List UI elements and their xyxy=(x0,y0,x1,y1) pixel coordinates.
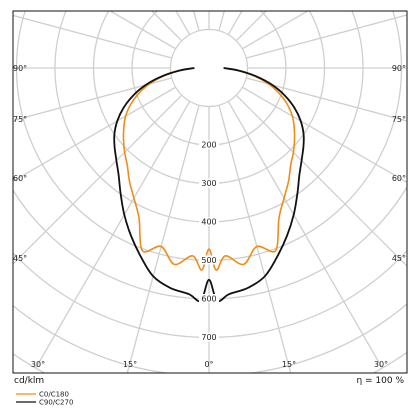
legend-label-c0: C0/C180 xyxy=(39,391,69,399)
angle-label-bottom: 15° xyxy=(123,360,137,369)
radial-label-bg xyxy=(199,255,219,265)
grid-spoke xyxy=(13,14,172,59)
angle-label-bottom: 30° xyxy=(31,360,45,369)
grid-spoke xyxy=(246,14,407,59)
efficiency-label: η = 100 % xyxy=(356,376,404,386)
grid-ring xyxy=(13,185,407,300)
grid-spoke xyxy=(218,11,225,31)
radial-label-bg xyxy=(199,140,219,149)
angle-label-right: 60° xyxy=(392,174,406,183)
plot-frame xyxy=(12,10,408,374)
radial-label-bg xyxy=(199,217,219,226)
grid-spoke xyxy=(193,11,200,31)
angle-label-bottom: 15° xyxy=(282,360,296,369)
radial-tick-label: 200 xyxy=(201,141,216,150)
angle-label-left: 60° xyxy=(13,174,27,183)
angle-label-bottom: 30° xyxy=(374,360,388,369)
grid-spoke xyxy=(126,105,200,373)
angle-tick-labels: 90° 90° 75° 75° 60° 60° 45° 45° 30° 15° 0° 15° 30° xyxy=(13,64,406,369)
unit-label: cd/klm xyxy=(14,376,44,386)
radial-label-bg xyxy=(199,178,219,188)
legend-label-c90: C90/C270 xyxy=(39,399,73,407)
angle-label-right: 75° xyxy=(392,115,406,124)
radial-tick-label: 600 xyxy=(201,295,216,304)
grid-ring xyxy=(13,249,407,339)
radial-tick-labels: 200 300 400 500 600 700 xyxy=(199,140,219,342)
grid-spoke xyxy=(235,11,267,42)
radial-label-bg xyxy=(199,332,219,342)
radial-tick-label: 300 xyxy=(201,179,216,188)
angle-label-left: 75° xyxy=(13,115,27,124)
grid-spoke xyxy=(242,11,310,50)
angle-label-bottom: 0° xyxy=(204,360,213,369)
radial-tick-label: 700 xyxy=(201,333,216,342)
angle-label-right: 45° xyxy=(392,254,406,263)
angle-label-left: 90° xyxy=(13,64,27,73)
grid-spoke xyxy=(246,77,407,122)
grid-spoke xyxy=(175,11,191,35)
grid-spoke xyxy=(151,11,183,42)
grid-spoke xyxy=(13,94,183,265)
grid-spoke xyxy=(13,86,176,182)
radial-tick-label: 500 xyxy=(201,256,216,265)
grid-spoke xyxy=(227,11,243,35)
series-curve-c0-c180 xyxy=(122,67,296,271)
series-curve-c90-c270 xyxy=(113,67,305,303)
angle-label-right: 90° xyxy=(392,64,406,73)
grid-spoke xyxy=(35,101,191,369)
intensity-curves xyxy=(113,67,305,303)
legend: C0/C180 C90/C270 xyxy=(16,391,73,407)
angle-label-left: 45° xyxy=(13,254,27,263)
radial-label-bg xyxy=(199,294,219,303)
grid-spoke xyxy=(235,94,407,267)
grid-spoke xyxy=(13,77,172,122)
grid-spoke xyxy=(242,86,407,184)
grid-spoke xyxy=(218,105,292,373)
grid-spoke xyxy=(108,11,176,50)
grid-spoke xyxy=(227,101,383,369)
radial-tick-label: 400 xyxy=(201,218,216,227)
grid-ring xyxy=(169,28,249,108)
